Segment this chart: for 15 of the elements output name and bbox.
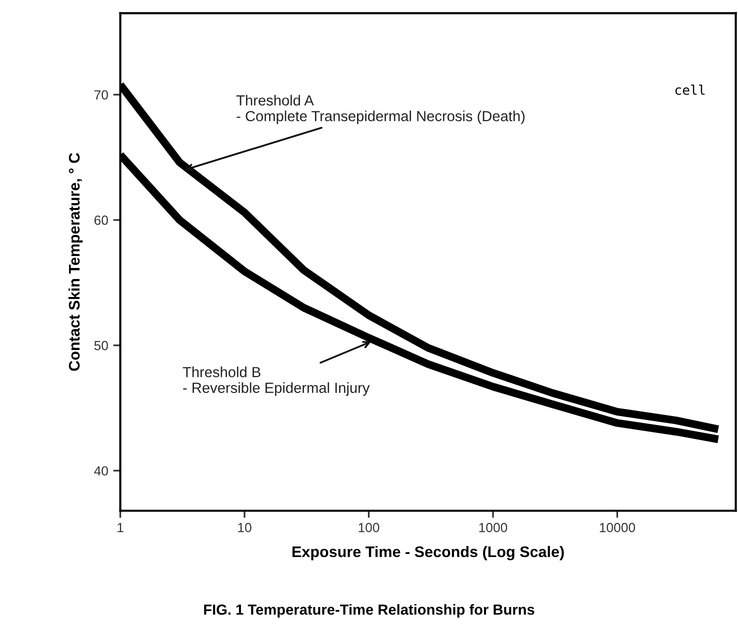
x-tick-label: 10 [238, 522, 252, 532]
y-tick-label: 70 [94, 90, 108, 100]
annotation: cell [675, 84, 705, 95]
annotation: Threshold B - Reversible Epidermal Injury [182, 366, 370, 396]
x-tick-label: 1 [118, 523, 124, 532]
x-tick-label: 100 [358, 522, 380, 532]
y-axis-title: Contact Skin Temperature, ° C [68, 152, 83, 371]
caption: FIG. 1 Temperature-Time Relationship for Burns [204, 604, 534, 618]
y-tick-label: 40 [94, 466, 108, 476]
x-tick-label: 1000 [479, 522, 508, 532]
annotation: Threshold A - Complete Transepidermal Necrosis (Death) [236, 94, 525, 124]
x-axis-title: Exposure Time - Seconds (Log Scale) [292, 546, 564, 560]
y-tick-label: 50 [94, 340, 108, 350]
x-tick-label: 10000 [600, 522, 636, 532]
y-tick-label: 60 [94, 216, 108, 225]
